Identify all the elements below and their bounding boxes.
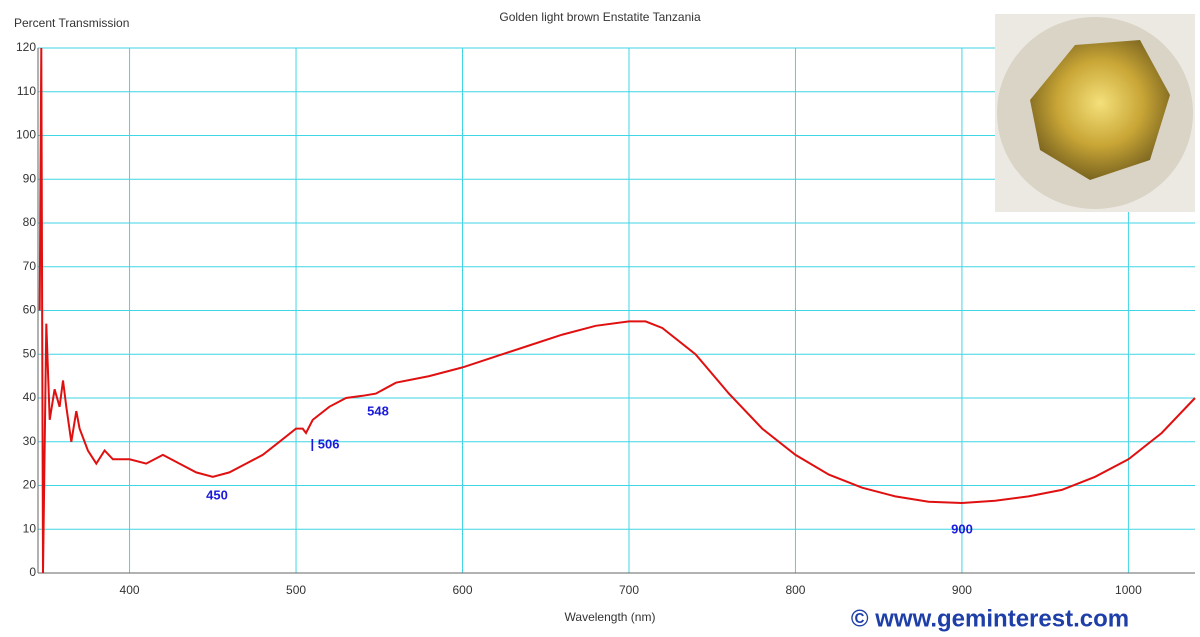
x-tick-label: 1000 <box>1115 583 1142 597</box>
y-tick-label: 80 <box>23 215 37 229</box>
x-tick-label: 800 <box>785 583 805 597</box>
x-tick-label: 600 <box>452 583 472 597</box>
x-tick-label: 700 <box>619 583 639 597</box>
y-tick-label: 110 <box>17 84 36 98</box>
y-axis-label: Percent Transmission <box>14 16 129 30</box>
y-tick-label: 100 <box>16 128 36 142</box>
annotation: 450 <box>206 487 228 502</box>
y-tick-label: 60 <box>23 303 37 317</box>
annotation: | 506 <box>311 436 340 451</box>
x-axis-label: Wavelength (nm) <box>565 610 656 624</box>
credit: © www.geminterest.com <box>851 605 1129 632</box>
gem-photo <box>995 14 1195 212</box>
annotation: 900 <box>951 521 973 536</box>
y-tick-label: 40 <box>23 390 37 404</box>
x-tick-label: 400 <box>120 583 140 597</box>
y-tick-label: 30 <box>23 434 37 448</box>
y-tick-label: 90 <box>23 171 37 185</box>
y-tick-label: 0 <box>29 565 36 579</box>
y-tick-label: 20 <box>23 478 37 492</box>
x-tick-label: 900 <box>952 583 972 597</box>
spectrum-line <box>38 47 1196 574</box>
y-tick-label: 120 <box>16 40 36 54</box>
y-tick-label: 50 <box>23 346 37 360</box>
y-tick-label: 70 <box>23 259 37 273</box>
gem <box>1030 40 1170 180</box>
x-tick-label: 500 <box>286 583 306 597</box>
y-tick-label: 10 <box>23 521 37 535</box>
annotation: 548 <box>367 403 389 418</box>
chart-title: Golden light brown Enstatite Tanzania <box>499 10 701 24</box>
